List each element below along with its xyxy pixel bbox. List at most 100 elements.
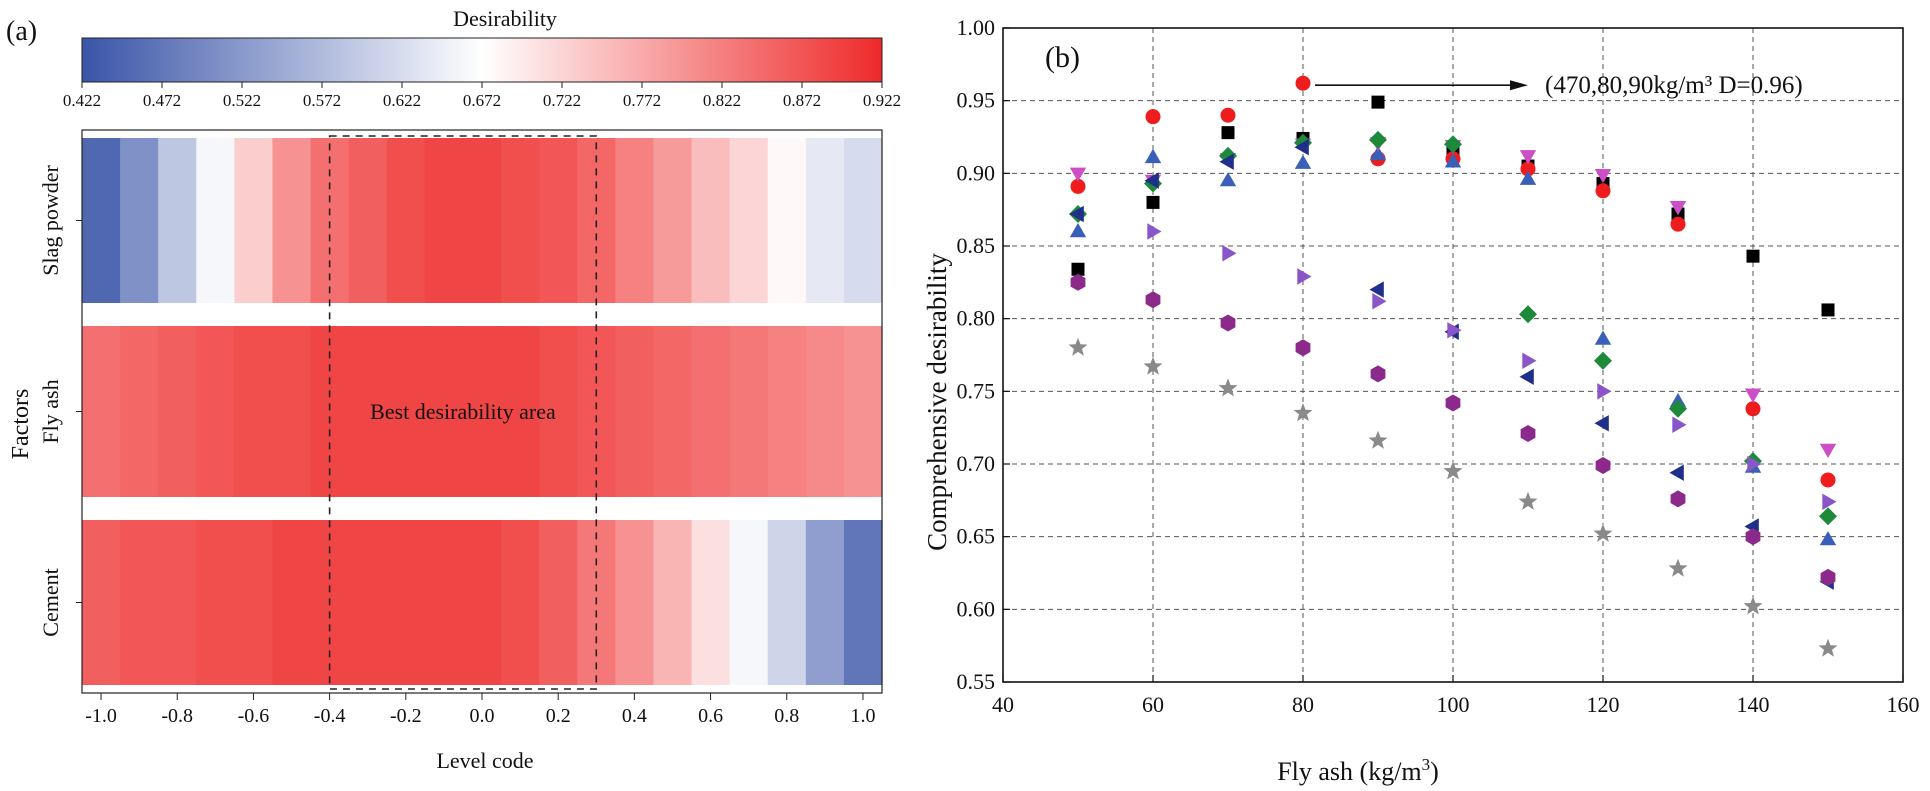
data-point-star xyxy=(1443,461,1463,480)
data-point-circle xyxy=(1220,107,1236,123)
data-point-diamond xyxy=(1819,507,1837,526)
data-point-star xyxy=(1818,638,1838,657)
panel-a-label: (a) xyxy=(6,16,37,47)
scatter-xlabel: Fly ash (kg/m3) xyxy=(1277,755,1439,786)
data-point-circle xyxy=(1595,183,1611,199)
data-point-triangle-right xyxy=(1822,493,1837,510)
data-point-star xyxy=(1218,378,1238,397)
data-point-triangle-left xyxy=(1144,172,1159,189)
data-point-triangle-right xyxy=(1597,383,1612,400)
x-tick-label: 80 xyxy=(1292,692,1314,717)
x-tick-label: 100 xyxy=(1437,692,1470,717)
data-point-hexagon xyxy=(1370,365,1386,383)
data-point-triangle-left xyxy=(1669,464,1684,481)
data-point-triangle-up xyxy=(1594,330,1612,345)
heatmap-cell xyxy=(653,326,693,497)
heatmap-cell xyxy=(843,138,883,303)
data-point-hexagon xyxy=(1670,490,1686,508)
colorbar-tick-label: 0.872 xyxy=(783,91,821,110)
colorbar-tick-label: 0.622 xyxy=(383,91,421,110)
panel-b-label: (b) xyxy=(1045,41,1080,74)
heatmap-cell xyxy=(767,520,807,685)
heatmap-cell xyxy=(501,520,540,685)
heatmap-cell xyxy=(272,326,312,497)
data-point-triangle-right xyxy=(1747,455,1762,473)
data-point-triangle-left xyxy=(1294,138,1309,156)
heatmap-cell xyxy=(729,326,769,497)
data-point-triangle-down xyxy=(1069,167,1087,182)
data-point-diamond xyxy=(1519,305,1537,324)
heatmap-cell xyxy=(158,520,197,685)
heatmap-cell xyxy=(120,138,159,303)
data-point-triangle-up xyxy=(1819,531,1837,546)
heatmap-cell xyxy=(196,326,235,497)
data-point-circle xyxy=(1520,161,1536,177)
heatmap-cell xyxy=(120,326,159,497)
y-tick-label: 1.00 xyxy=(957,15,996,40)
heatmap-cell xyxy=(348,326,388,497)
heatmap-cell xyxy=(386,326,426,497)
data-point-star xyxy=(1668,558,1688,577)
heatmap-cell xyxy=(234,326,274,497)
colorbar-tick-label: 0.772 xyxy=(623,91,661,110)
heatmap-row-label: Cement xyxy=(38,568,63,636)
data-point-triangle-up xyxy=(1444,153,1462,168)
data-point-hexagon xyxy=(1295,339,1311,357)
data-point-star xyxy=(1293,403,1313,422)
data-point-star xyxy=(1068,337,1088,356)
colorbar-tick-label: 0.722 xyxy=(543,91,581,110)
heatmap-cell xyxy=(386,138,426,303)
colorbar-ticks: 0.422 0.472 0.522 0.572 0.622 0.672 0.722 0.772… xyxy=(63,82,901,110)
heatmap-cell xyxy=(805,138,845,303)
data-point-diamond xyxy=(1369,130,1387,149)
heatmap-cell xyxy=(196,520,235,685)
heatmap-cell xyxy=(462,520,502,685)
heatmap-cell xyxy=(653,138,693,303)
heatmap-x-ticks: -1.0 -0.8 -0.6 -0.4 -0.2 0.0 0.2 0.4 0.6 0.8 1.0 xyxy=(85,693,875,727)
heatmap-cell xyxy=(234,520,274,685)
data-point-star xyxy=(1518,491,1538,510)
heatmap-x-tick-label: 0.8 xyxy=(774,705,799,727)
heatmap-cell xyxy=(805,520,845,685)
data-point-triangle-right xyxy=(1672,416,1687,433)
data-point-triangle-right xyxy=(1147,223,1162,240)
data-point-triangle-right xyxy=(1222,245,1237,262)
y-tick-label: 0.80 xyxy=(957,306,996,331)
heatmap-rows: Slag powder Fly ash Cement xyxy=(38,138,883,685)
colorbar-title: Desirability xyxy=(453,6,557,31)
data-point-triangle-down xyxy=(1594,169,1612,184)
data-point-triangle-down xyxy=(1519,150,1537,165)
heatmap-cell xyxy=(805,326,845,497)
data-point-triangle-left xyxy=(1219,153,1234,170)
data-point-triangle-up xyxy=(1519,170,1537,185)
y-tick-label: 0.70 xyxy=(957,451,996,476)
data-point-triangle-down xyxy=(1669,201,1687,216)
heatmap-ylabel: Factors xyxy=(8,389,34,460)
colorbar-tick-label: 0.572 xyxy=(303,91,341,110)
x-tick-label: 120 xyxy=(1587,692,1620,717)
heatmap-x-tick-label: -0.6 xyxy=(238,705,270,727)
data-point-star xyxy=(1143,356,1163,375)
heatmap-x-tick-label: -0.2 xyxy=(390,705,422,727)
heatmap-cell xyxy=(843,520,883,685)
scatter-ticks: 40 60 80 100 120 140 160 0.55 0.60 0.65 0.70 0.75 0.… xyxy=(957,15,1920,717)
colorbar-tick-label: 0.822 xyxy=(703,91,741,110)
data-point-triangle-up xyxy=(1219,172,1237,187)
colorbar-tick-label: 0.422 xyxy=(63,91,101,110)
heatmap-cell xyxy=(691,138,731,303)
heatmap-x-tick-label: -0.8 xyxy=(161,705,193,727)
heatmap-x-tick-label: 0.4 xyxy=(622,705,647,727)
annotation-text: (470,80,90kg/m³ D=0.96) xyxy=(1545,72,1803,99)
heatmap-cell xyxy=(462,138,502,303)
heatmap-row-label: Fly ash xyxy=(38,379,63,443)
heatmap-cell xyxy=(348,520,388,685)
data-point-triangle-left xyxy=(1594,415,1609,432)
data-point-square xyxy=(1746,249,1760,263)
scatter-points xyxy=(1068,75,1838,657)
heatmap-x-tick-label: 0.2 xyxy=(546,705,571,727)
heatmap-cell xyxy=(82,520,121,685)
data-point-triangle-left xyxy=(1369,281,1384,298)
heatmap-cell xyxy=(196,138,235,303)
heatmap-cell xyxy=(348,138,388,303)
